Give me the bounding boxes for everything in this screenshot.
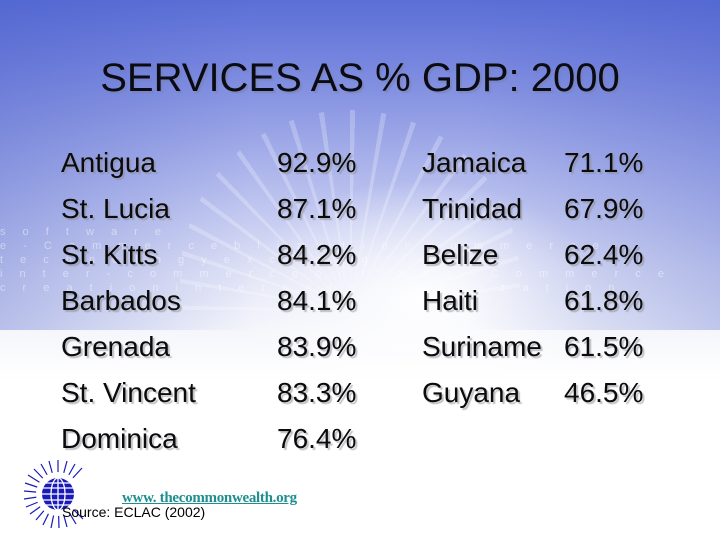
list-item: St. Lucia 87.1% <box>61 186 356 232</box>
country-value: 46.5% <box>564 377 644 408</box>
commonwealth-globe-logo-icon <box>23 460 94 529</box>
list-item: Guyana 46.5% <box>422 370 643 416</box>
country-value: 61.8% <box>564 285 644 316</box>
bg-word-line: i n t e r - c o m m e r c e o n l i n e … <box>0 268 671 280</box>
country-name: Jamaica <box>422 147 527 178</box>
country-name: Dominica <box>61 423 178 454</box>
list-item: Belize 62.4% <box>422 232 643 278</box>
list-item: Trinidad 67.9% <box>422 186 643 232</box>
background-tech-words: s o f t w a r e e - C o m m e r c e b l … <box>0 225 720 295</box>
list-item: Dominica 76.4% <box>61 416 356 462</box>
country-value: 71.1% <box>564 147 644 178</box>
country-value: 87.1% <box>277 193 357 224</box>
list-item: Grenada 83.9% <box>61 324 356 370</box>
list-item: Haiti 61.8% <box>422 278 643 324</box>
list-item: St. Kitts 84.2% <box>61 232 356 278</box>
right-country-list: Jamaica 71.1% Trinidad 67.9% Belize 62.4% H… <box>422 140 643 416</box>
country-name: Grenada <box>61 331 170 362</box>
country-name: St. Vincent <box>61 377 196 408</box>
country-name: Suriname <box>422 331 542 362</box>
country-value: 84.1% <box>277 285 357 316</box>
bg-word-line: t e c h n o l o g y e x c h a n g <box>0 254 375 266</box>
list-item: Antigua 92.9% <box>61 140 356 186</box>
list-item: Barbados 84.1% <box>61 278 356 324</box>
country-value: 84.2% <box>277 239 357 270</box>
country-name: Barbados <box>61 285 181 316</box>
country-name: Trinidad <box>422 193 523 224</box>
bg-word-line: s o f t w a r e <box>0 226 168 238</box>
country-name: Haiti <box>422 285 479 316</box>
country-value: 76.4% <box>277 423 357 454</box>
country-value: 62.4% <box>564 239 644 270</box>
slide-title: SERVICES AS % GDP: 2000 <box>100 56 620 100</box>
source-citation: Source: ECLAC (2002) <box>62 504 206 520</box>
commonwealth-url-link[interactable]: www. thecommonwealth.org <box>122 490 297 506</box>
list-item: St. Vincent 83.3% <box>61 370 356 416</box>
country-name: Belize <box>422 239 499 270</box>
country-name: Antigua <box>61 147 156 178</box>
bg-word-line: e - C o m m e r c e b l i z a t i o n c … <box>0 240 606 252</box>
list-item: Suriname 61.5% <box>422 324 643 370</box>
country-value: 83.9% <box>277 331 357 362</box>
country-name: Guyana <box>422 377 521 408</box>
country-value: 67.9% <box>564 193 644 224</box>
country-name: St. Lucia <box>61 193 170 224</box>
list-item: Jamaica 71.1% <box>422 140 643 186</box>
slide-footer: www. thecommonwealth.org Source: ECLAC (… <box>22 458 382 538</box>
bg-word-line: c r e a t i o n i n t e r n e t g l o b … <box>0 282 622 294</box>
left-country-list: Antigua 92.9% St. Lucia 87.1% St. Kitts 84.… <box>61 140 356 462</box>
country-value: 92.9% <box>277 147 357 178</box>
country-name: St. Kitts <box>61 239 158 270</box>
country-value: 83.3% <box>277 377 357 408</box>
country-value: 61.5% <box>564 331 644 362</box>
